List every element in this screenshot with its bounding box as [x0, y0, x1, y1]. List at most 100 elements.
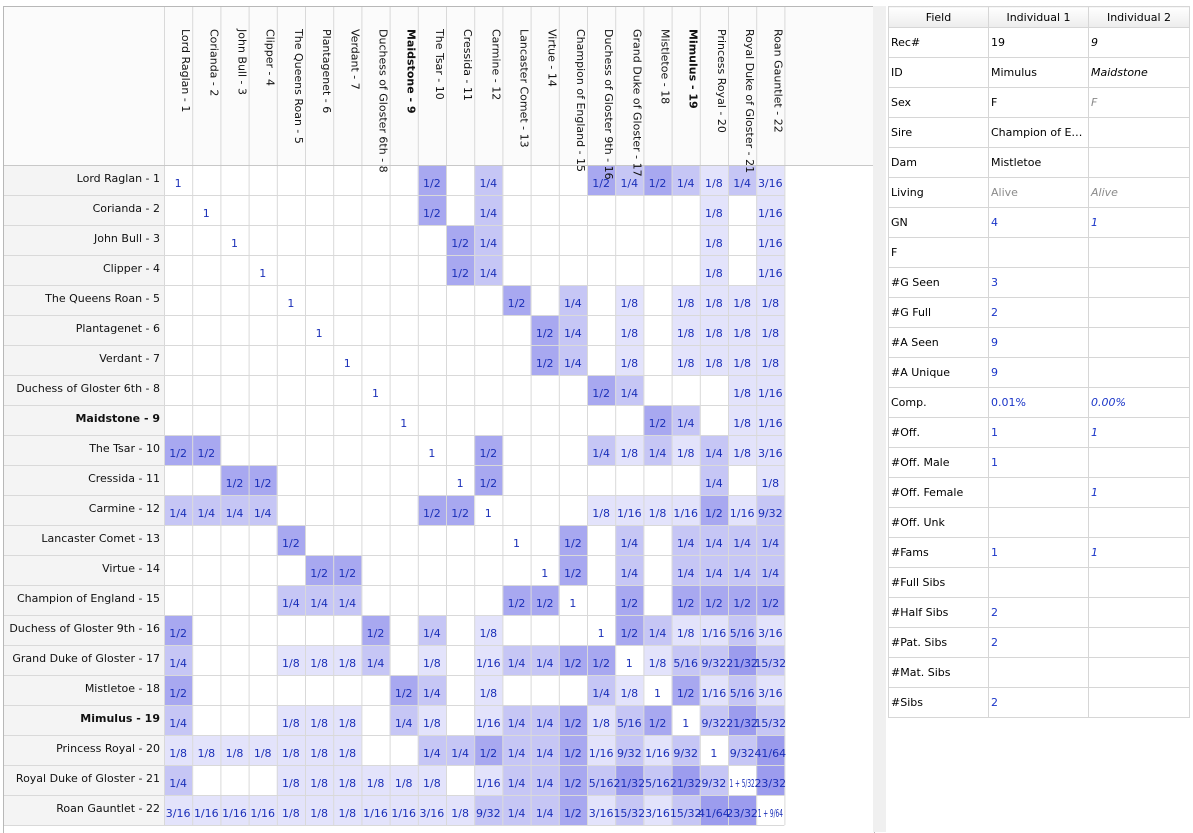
matrix-cell[interactable] — [699, 315, 728, 345]
matrix-cell[interactable] — [446, 255, 475, 285]
matrix-cell[interactable] — [671, 405, 700, 435]
matrix-cell[interactable] — [248, 255, 277, 285]
matrix-cell[interactable] — [756, 225, 785, 255]
matrix-cell[interactable] — [756, 705, 785, 735]
matrix-cell[interactable] — [361, 765, 390, 795]
matrix-cell[interactable] — [756, 255, 785, 285]
detail-row[interactable]: #Pat. Sibs 2 — [888, 627, 1190, 658]
matrix-cell[interactable] — [474, 615, 503, 645]
matrix-cell[interactable] — [474, 495, 503, 525]
matrix-column-header[interactable]: Mistletoe - 18 — [659, 29, 672, 104]
matrix-cell[interactable] — [164, 165, 193, 195]
matrix-cell[interactable] — [164, 765, 193, 795]
matrix-cell[interactable] — [220, 495, 249, 525]
matrix-cell[interactable] — [615, 765, 644, 795]
matrix-cell[interactable] — [643, 705, 672, 735]
matrix-cell[interactable] — [728, 705, 757, 735]
matrix-cell[interactable] — [587, 675, 616, 705]
matrix-row-header[interactable]: Duchess of Gloster 9th - 16 — [9, 622, 160, 635]
matrix-cell[interactable] — [474, 465, 503, 495]
matrix-cell[interactable] — [728, 555, 757, 585]
matrix-row-header[interactable]: Cressida - 11 — [88, 472, 160, 485]
matrix-cell[interactable] — [671, 765, 700, 795]
matrix-cell[interactable] — [558, 735, 587, 765]
matrix-cell[interactable] — [756, 675, 785, 705]
matrix-cell[interactable] — [643, 645, 672, 675]
matrix-column-header[interactable]: Grand Duke of Gloster - 17 — [630, 29, 643, 177]
detail-row[interactable]: #A Unique 9 — [888, 357, 1190, 388]
matrix-cell[interactable] — [417, 675, 446, 705]
matrix-cell[interactable] — [417, 645, 446, 675]
column-header-individual-1[interactable]: Individual 1 — [988, 6, 1089, 28]
matrix-cell[interactable] — [502, 645, 531, 675]
detail-row[interactable]: #Mat. Sibs — [888, 657, 1190, 688]
column-header-field[interactable]: Field — [888, 6, 989, 28]
detail-row[interactable]: ID Mimulus Maidstone — [888, 57, 1190, 88]
detail-row[interactable]: F — [888, 237, 1190, 268]
matrix-cell[interactable] — [474, 255, 503, 285]
matrix-cell[interactable] — [615, 615, 644, 645]
matrix-cell[interactable] — [643, 735, 672, 765]
matrix-column-header[interactable]: Roan Gauntlet - 22 — [771, 29, 784, 133]
matrix-cell[interactable] — [728, 525, 757, 555]
matrix-cell[interactable] — [417, 165, 446, 195]
matrix-cell[interactable] — [220, 735, 249, 765]
detail-row[interactable]: #Fams 1 1 — [888, 537, 1190, 568]
matrix-cell[interactable] — [276, 765, 305, 795]
matrix-cell[interactable] — [305, 795, 334, 825]
matrix-cell[interactable] — [587, 795, 616, 825]
matrix-cell[interactable] — [446, 225, 475, 255]
matrix-cell[interactable] — [615, 585, 644, 615]
matrix-cell[interactable] — [756, 315, 785, 345]
matrix-cell[interactable] — [164, 705, 193, 735]
matrix-cell[interactable] — [699, 255, 728, 285]
matrix-cell[interactable] — [361, 615, 390, 645]
matrix-cell[interactable] — [558, 705, 587, 735]
matrix-cell[interactable] — [756, 525, 785, 555]
detail-row[interactable]: #G Seen 3 — [888, 267, 1190, 298]
matrix-cell[interactable] — [389, 405, 418, 435]
matrix-cell[interactable] — [699, 165, 728, 195]
matrix-cell[interactable] — [643, 675, 672, 705]
detail-row[interactable]: #Full Sibs — [888, 567, 1190, 598]
matrix-cell[interactable] — [276, 285, 305, 315]
matrix-cell[interactable] — [502, 285, 531, 315]
matrix-column-header[interactable]: Champion of England - 15 — [574, 29, 587, 172]
matrix-cell[interactable] — [615, 675, 644, 705]
matrix-cell[interactable] — [699, 705, 728, 735]
matrix-cell[interactable] — [474, 795, 503, 825]
matrix-cell[interactable] — [671, 165, 700, 195]
matrix-cell[interactable] — [699, 615, 728, 645]
matrix-cell[interactable] — [305, 765, 334, 795]
matrix-row-header[interactable]: Roan Gauntlet - 22 — [56, 802, 160, 815]
matrix-cell[interactable] — [164, 735, 193, 765]
matrix-cell[interactable] — [728, 645, 757, 675]
matrix-cell[interactable] — [756, 375, 785, 405]
detail-row[interactable]: #Off. Unk — [888, 507, 1190, 538]
matrix-cell[interactable] — [699, 735, 728, 765]
matrix-cell[interactable] — [728, 315, 757, 345]
matrix-cell[interactable] — [333, 705, 362, 735]
matrix-cell[interactable] — [699, 195, 728, 225]
matrix-column-header[interactable]: Princess Royal - 20 — [715, 29, 728, 133]
matrix-cell[interactable] — [615, 555, 644, 585]
matrix-cell[interactable] — [530, 765, 559, 795]
detail-row[interactable]: #Off. 1 1 — [888, 417, 1190, 448]
matrix-cell[interactable] — [615, 315, 644, 345]
matrix-cell[interactable] — [248, 465, 277, 495]
matrix-column-header[interactable]: Duchess of Gloster 6th - 8 — [377, 29, 390, 173]
matrix-cell[interactable] — [276, 705, 305, 735]
matrix-cell[interactable] — [728, 675, 757, 705]
matrix-cell[interactable] — [530, 645, 559, 675]
matrix-cell[interactable] — [615, 795, 644, 825]
matrix-cell[interactable] — [615, 495, 644, 525]
matrix-column-header[interactable]: Corianda - 2 — [207, 29, 220, 96]
matrix-cell[interactable] — [699, 555, 728, 585]
matrix-cell[interactable] — [756, 765, 785, 795]
matrix-cell[interactable] — [587, 495, 616, 525]
matrix-cell[interactable] — [192, 735, 221, 765]
matrix-row-header[interactable]: Maidstone - 9 — [75, 412, 160, 425]
matrix-cell[interactable] — [587, 735, 616, 765]
matrix-cell[interactable] — [756, 405, 785, 435]
matrix-cell[interactable] — [728, 285, 757, 315]
